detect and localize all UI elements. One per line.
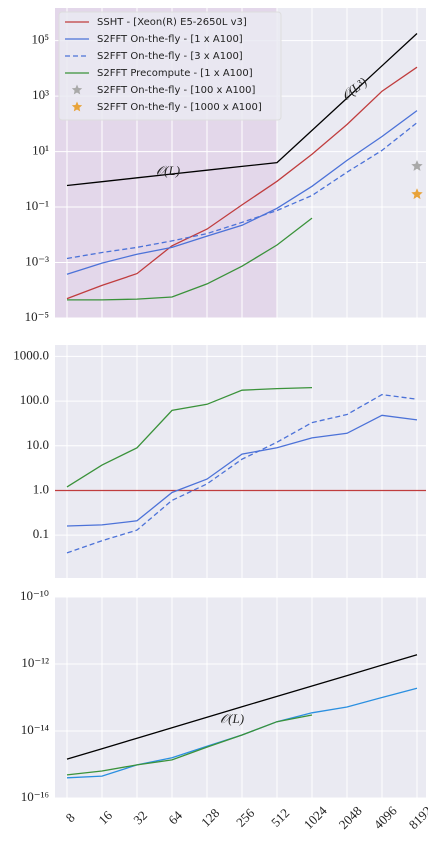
series-line — [66, 414, 418, 527]
y-tick-label: 1.0 — [33, 481, 49, 496]
series-line — [66, 386, 313, 488]
legend-box — [58, 11, 282, 121]
legend-marker — [71, 101, 83, 112]
legend-label: S2FFT On-the-fly - [1 x A100] — [97, 34, 243, 45]
x-tick-label: 32 — [130, 808, 150, 828]
star-marker — [411, 188, 423, 200]
x-tick-label: 1024 — [301, 803, 330, 832]
y-tick-label: 10¹ — [32, 143, 49, 158]
y-tick-label: 10⁻¹⁰ — [20, 588, 49, 603]
series-line — [66, 33, 418, 187]
x-tick-label: 128 — [198, 805, 222, 829]
x-tick-label: 64 — [165, 807, 185, 827]
legend-label: SSHT - [Xeon(R) E5-2650L v3] — [97, 17, 247, 28]
x-tick-label: 8192 — [406, 803, 428, 832]
series-line — [66, 393, 418, 554]
y-tick-label: 10⁻¹ — [25, 198, 49, 213]
x-tick-label: 256 — [233, 805, 258, 830]
x-tick-label: 16 — [95, 807, 115, 827]
series-line — [66, 122, 418, 260]
series-line — [66, 654, 418, 760]
legend: SSHT - [Xeon(R) E5-2650L v3] S2FFT On-the… — [58, 11, 282, 121]
y-tick-label: 10⁵ — [31, 32, 49, 47]
y-tick-label: 10⁻⁵ — [25, 309, 49, 324]
y-tick-label: 1000.0 — [13, 347, 49, 362]
annotation: 𝒪(L) — [220, 711, 244, 726]
x-tick-label: 512 — [268, 805, 292, 829]
y-tick-label: 10.0 — [26, 437, 49, 452]
x-tick-label: 2048 — [336, 803, 365, 832]
series-line — [66, 110, 418, 275]
x-tick-label: 4096 — [371, 803, 400, 832]
y-tick-label: 100.0 — [20, 392, 49, 407]
y-tick-label: 10⁻¹² — [21, 655, 49, 670]
y-tick-label: 10³ — [32, 87, 49, 102]
y-tick-label: 10⁻¹⁴ — [21, 722, 50, 737]
y-tick-label: 10⁻¹⁶ — [21, 789, 49, 804]
series-line — [66, 66, 418, 300]
annotation: 𝒪(L) — [156, 163, 180, 178]
plot-background — [55, 345, 426, 578]
y-tick-label: 10⁻³ — [25, 254, 49, 269]
legend-label: S2FFT On-the-fly - [3 x A100] — [97, 51, 243, 62]
x-tick-label: 8 — [63, 810, 78, 825]
legend-label: S2FFT On-the-fly - [100 x A100] — [97, 85, 256, 96]
plot-background — [55, 597, 426, 798]
legend-marker — [71, 84, 83, 95]
series-line — [67, 217, 313, 301]
series-line — [66, 714, 313, 776]
star-marker — [411, 160, 423, 171]
legend-label: S2FFT Precompute - [1 x A100] — [97, 68, 253, 79]
y-tick-label: 0.1 — [33, 526, 49, 541]
legend-label: S2FFT On-the-fly - [1000 x A100] — [97, 102, 262, 113]
